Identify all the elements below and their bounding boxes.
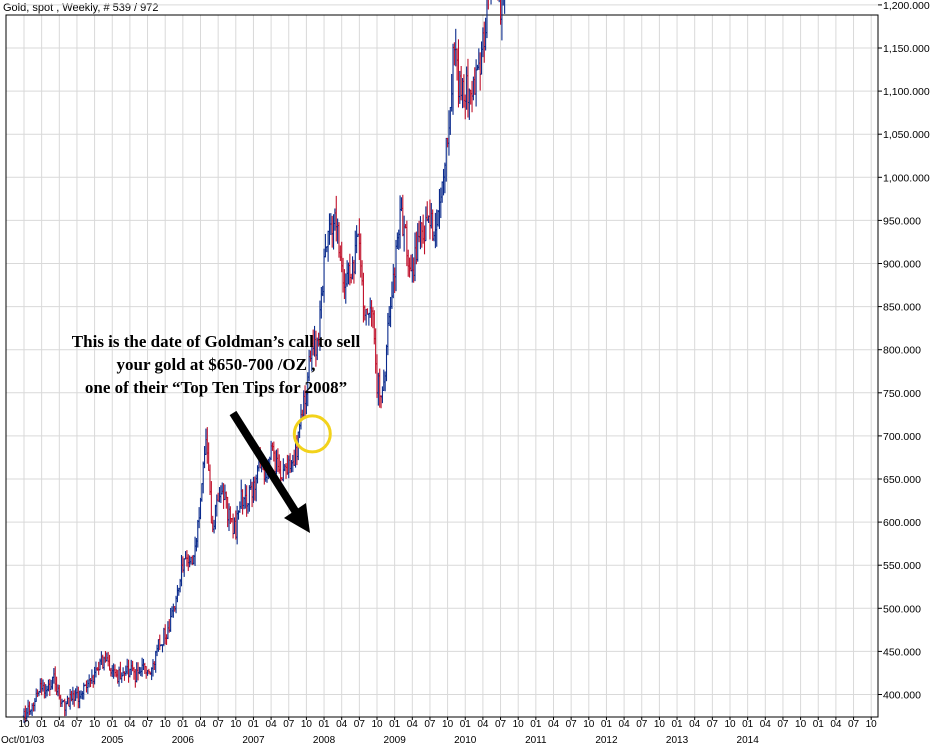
x-tick-label: 01 (530, 719, 542, 730)
y-tick-label: 1,000.000 (883, 172, 930, 184)
x-tick-label: 07 (142, 719, 154, 730)
y-tick-label: 600.000 (883, 517, 921, 529)
x-year-label: 2013 (666, 735, 689, 746)
x-tick-label: 04 (336, 719, 348, 730)
x-tick-label: 10 (866, 719, 878, 730)
y-tick-label: 850.000 (883, 302, 921, 314)
chart-title: Gold, spot , Weekly, # 539 / 972 (3, 2, 159, 14)
x-tick-label: 10 (301, 719, 313, 730)
y-tick-label: 700.000 (883, 431, 921, 443)
price-bar (504, 0, 506, 14)
x-axis: 10 01 04 07 10 01 04 07 10 01 04 07 10 01 04 07 10 01 04 07… (1, 717, 877, 746)
x-tick-label: 04 (619, 719, 631, 730)
x-tick-label: 04 (195, 719, 207, 730)
x-tick-label: 01 (813, 719, 825, 730)
x-year-label: 2007 (242, 735, 265, 746)
x-tick-label: 01 (389, 719, 401, 730)
y-tick-label: 1,200.000 (883, 0, 930, 12)
x-tick-label: 10 (230, 719, 242, 730)
annotation-line: one of their “Top Ten Tips for 2008” (85, 378, 347, 397)
x-tick-label: 04 (830, 719, 842, 730)
x-tick-label: 07 (424, 719, 436, 730)
annotation-line: your gold at $650-700 /OZ , (117, 355, 316, 374)
grid-lines (6, 4, 878, 717)
x-start-label: Oct/01/03 (1, 735, 45, 746)
x-tick-label: 10 (371, 719, 383, 730)
highlight-circle-icon (292, 414, 332, 454)
price-bars (22, 0, 506, 723)
x-tick-label: 10 (160, 719, 172, 730)
x-tick-label: 04 (477, 719, 489, 730)
x-tick-label: 04 (266, 719, 278, 730)
x-tick-label: 07 (777, 719, 789, 730)
y-tick-label: 450.000 (883, 646, 921, 658)
x-tick-label: 01 (671, 719, 683, 730)
x-year-label: 2014 (737, 735, 760, 746)
x-tick-label: 10 (583, 719, 595, 730)
x-tick-label: 04 (689, 719, 701, 730)
x-tick-label: 01 (36, 719, 48, 730)
y-tick-label: 1,150.000 (883, 43, 930, 55)
y-tick-label: 950.000 (883, 215, 921, 227)
x-year-label: 2011 (525, 735, 547, 746)
y-tick-label: 900.000 (883, 259, 921, 271)
x-tick-label: 10 (795, 719, 807, 730)
x-year-label: 2010 (454, 735, 477, 746)
y-tick-label: 500.000 (883, 603, 921, 615)
x-tick-label: 10 (89, 719, 101, 730)
x-tick-label: 10 (18, 719, 30, 730)
y-tick-label: 1,050.000 (883, 129, 930, 141)
x-tick-label: 07 (354, 719, 366, 730)
x-tick-label: 10 (724, 719, 736, 730)
x-tick-label: 07 (848, 719, 860, 730)
x-tick-label: 01 (460, 719, 472, 730)
annotation-line: This is the date of Goldman’s call to se… (72, 332, 361, 351)
y-tick-label: 750.000 (883, 388, 921, 400)
x-tick-label: 01 (318, 719, 330, 730)
y-tick-label: 1,100.000 (883, 86, 930, 98)
x-tick-label: 07 (636, 719, 648, 730)
price-bar (502, 0, 504, 6)
x-year-label: 2009 (384, 735, 407, 746)
x-tick-label: 07 (495, 719, 507, 730)
price-bar (487, 0, 489, 10)
x-tick-label: 01 (601, 719, 613, 730)
x-tick-label: 07 (213, 719, 225, 730)
y-tick-label: 400.000 (883, 690, 921, 702)
x-tick-label: 10 (442, 719, 454, 730)
x-tick-label: 01 (248, 719, 260, 730)
x-tick-label: 04 (548, 719, 560, 730)
x-tick-label: 07 (566, 719, 578, 730)
x-tick-label: 04 (54, 719, 66, 730)
y-tick-label: 650.000 (883, 474, 921, 486)
x-tick-label: 01 (177, 719, 189, 730)
arrow-icon (229, 410, 310, 533)
x-year-label: 2005 (101, 735, 124, 746)
price-bar (485, 0, 488, 39)
x-year-label: 2012 (595, 735, 618, 746)
y-axis: 400.000 450.000 500.000 550.000 600.000 650.0… (878, 0, 930, 702)
x-tick-label: 04 (124, 719, 136, 730)
x-tick-label: 07 (71, 719, 83, 730)
y-tick-label: 550.000 (883, 560, 921, 572)
x-tick-label: 07 (283, 719, 295, 730)
price-bar (500, 0, 503, 41)
x-tick-label: 01 (742, 719, 754, 730)
annotation: This is the date of Goldman’s call to se… (72, 332, 361, 533)
x-tick-label: 10 (654, 719, 666, 730)
plot-frame (5, 14, 879, 718)
x-tick-label: 04 (407, 719, 419, 730)
x-year-label: 2008 (313, 735, 336, 746)
y-tick-label: 800.000 (883, 345, 921, 357)
x-tick-label: 07 (707, 719, 719, 730)
x-tick-label: 10 (513, 719, 525, 730)
x-tick-label: 04 (760, 719, 772, 730)
x-tick-label: 01 (107, 719, 119, 730)
x-year-label: 2006 (172, 735, 195, 746)
